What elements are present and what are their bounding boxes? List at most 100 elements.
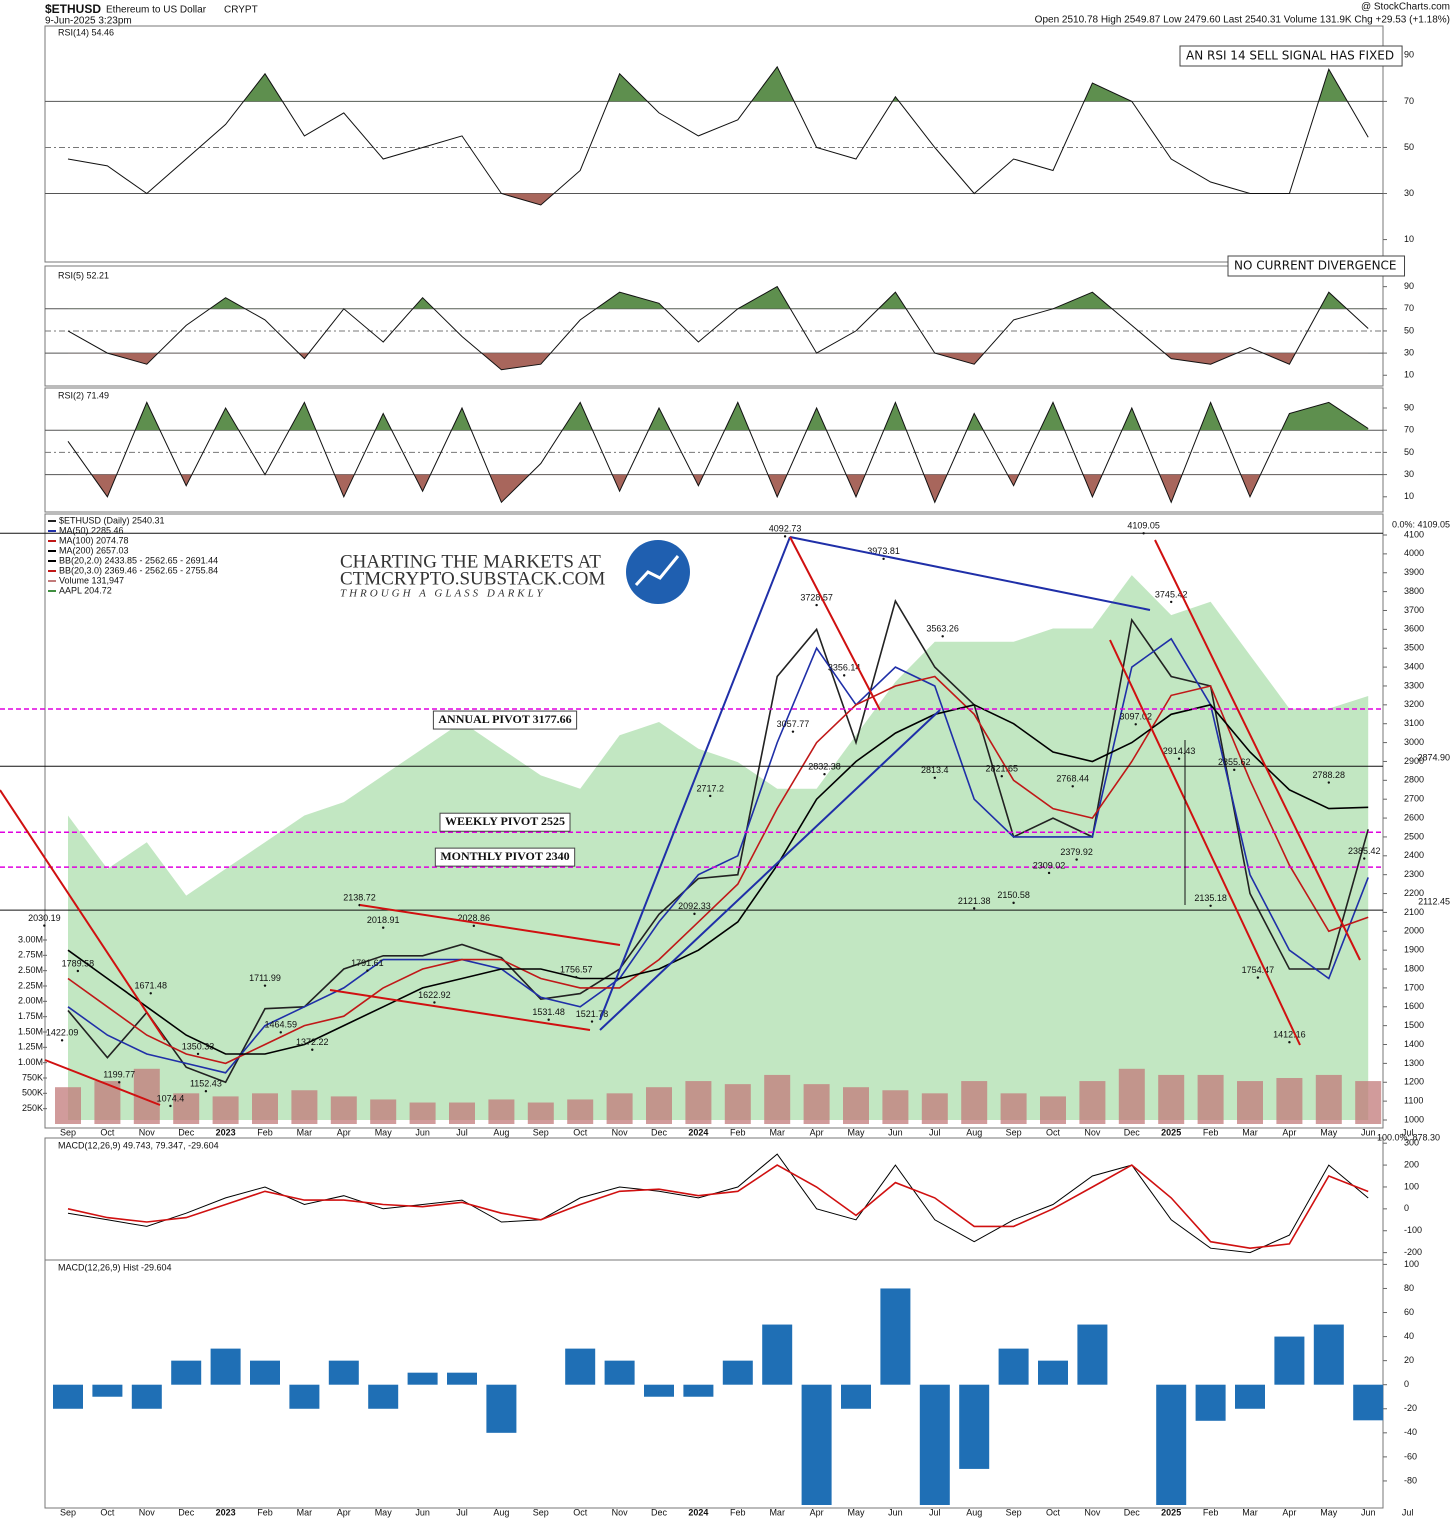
bar	[1353, 1384, 1384, 1421]
price-point	[783, 535, 787, 538]
bar	[171, 1360, 202, 1385]
panel-frame	[44, 25, 1384, 263]
price-point	[1047, 871, 1051, 875]
y-tick-label: 70	[1404, 425, 1414, 435]
bar	[1040, 1096, 1066, 1124]
bar	[210, 1348, 241, 1385]
x-tick-label: Mar	[297, 1507, 313, 1517]
y-tick-label: 100	[1404, 1181, 1419, 1191]
y-tick-label: 0	[1404, 1203, 1409, 1213]
bar	[565, 1348, 596, 1385]
y-tick-label: 1100	[1404, 1096, 1423, 1106]
x-tick-label: Dec	[178, 1127, 195, 1137]
y-tick-label: 30	[1404, 469, 1414, 479]
x-tick-label: Feb	[1203, 1507, 1219, 1517]
bar	[998, 1348, 1029, 1385]
y-tick-label: 90	[1404, 281, 1414, 291]
price-label: 1671.48	[134, 981, 167, 991]
x-tick-label: Jun	[415, 1127, 430, 1137]
y-tick-label: 2900	[1404, 756, 1424, 766]
y-tick-label: 1400	[1404, 1039, 1424, 1049]
y-tick-label: 90	[1404, 50, 1414, 60]
price-point	[1071, 785, 1074, 788]
bar	[1276, 1078, 1303, 1124]
x-tick-label: Feb	[1203, 1127, 1219, 1137]
legend-label: MA(200) 2657.03	[59, 545, 129, 555]
price-point	[204, 1090, 208, 1093]
price-point	[311, 1048, 314, 1051]
x-tick-label: Dec	[651, 1127, 668, 1137]
bar	[1274, 1336, 1305, 1385]
legend-label: MA(100) 2074.78	[59, 535, 129, 545]
bar	[1195, 1384, 1226, 1421]
y-tick-label: 2200	[1404, 888, 1424, 898]
price-label: 1791.61	[351, 958, 384, 968]
fib-note: 100.0%: 878.30	[1377, 1132, 1440, 1142]
x-tick-label: Apr	[1282, 1507, 1296, 1517]
y-tick-label: -200	[1404, 1247, 1422, 1257]
price-label: 2092.33	[678, 901, 711, 911]
y-tick-label: 70	[1404, 303, 1414, 313]
bar	[368, 1384, 399, 1409]
price-label: 3563.26	[926, 624, 959, 634]
y-tick-label: 750K	[22, 1072, 43, 1082]
price-label: 1464.59	[264, 1020, 297, 1030]
annotation-box	[1227, 255, 1406, 277]
x-tick-label: Sep	[1006, 1507, 1022, 1517]
panel-title: MACD(12,26,9) Hist -29.604	[58, 1262, 172, 1272]
x-tick-label: Jul	[1402, 1507, 1414, 1517]
series-line	[67, 65, 1369, 206]
x-tick-label: Apr	[337, 1507, 351, 1517]
bar	[1235, 1384, 1265, 1409]
y-tick-label: 2.50M	[18, 965, 43, 975]
pivot-label: ANNUAL PIVOT 3177.66	[438, 712, 571, 726]
x-tick-label: Feb	[730, 1507, 746, 1517]
x-tick-label: Feb	[257, 1507, 273, 1517]
bar	[959, 1384, 990, 1469]
x-tick-label: Sep	[533, 1127, 549, 1137]
price-point	[433, 1001, 436, 1004]
y-tick-label: 50	[1404, 325, 1414, 335]
y-tick-label: 1.00M	[18, 1057, 43, 1067]
date: 9-Jun-2025 3:23pm	[45, 16, 132, 27]
overbought-fill	[243, 66, 1348, 102]
x-tick-label: Nov	[139, 1127, 156, 1137]
y-tick-label: 1000	[1404, 1114, 1424, 1124]
price-point	[575, 976, 578, 979]
price-point	[1075, 858, 1078, 861]
x-tick-label: Nov	[612, 1127, 629, 1137]
x-tick-label: Apr	[810, 1507, 824, 1517]
x-tick-label: Mar	[297, 1127, 313, 1137]
price-label: 1199.77	[103, 1070, 135, 1080]
x-tick-label: Nov	[612, 1507, 629, 1517]
series-line	[67, 637, 1369, 1074]
oversold-fill	[68, 353, 1369, 370]
price-point	[941, 635, 944, 638]
x-tick-label: 2023	[216, 1127, 236, 1137]
bar	[1355, 1081, 1382, 1124]
price-point	[472, 924, 476, 928]
y-tick-label: 100	[1404, 1259, 1419, 1269]
y-tick-label: 1.75M	[18, 1011, 43, 1021]
price-point	[815, 603, 818, 607]
price-point	[1288, 1041, 1291, 1044]
x-tick-label: Jul	[929, 1507, 941, 1517]
price-point	[693, 912, 696, 916]
bar	[1237, 1081, 1263, 1124]
y-tick-label: -40	[1404, 1427, 1417, 1437]
x-tick-label: Sep	[1006, 1127, 1022, 1137]
bar	[841, 1384, 871, 1409]
bar	[328, 1360, 359, 1385]
x-tick-label: May	[375, 1507, 393, 1517]
panel-frame	[44, 1137, 1384, 1261]
panel-title: RSI(2) 71.49	[58, 390, 109, 400]
x-tick-label: Apr	[1282, 1127, 1296, 1137]
series-line	[67, 1153, 1369, 1254]
bar	[291, 1090, 318, 1124]
price-point	[1170, 600, 1173, 604]
y-tick-label: 30	[1404, 188, 1414, 198]
price-label: 2385.42	[1348, 846, 1381, 856]
x-tick-label: Aug	[966, 1127, 982, 1137]
pivot-label: MONTHLY PIVOT 2340	[440, 849, 569, 863]
price-point	[169, 1104, 172, 1108]
